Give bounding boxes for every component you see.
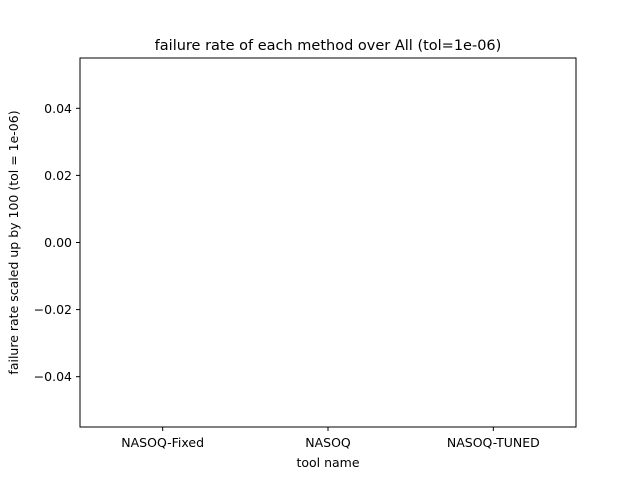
y-tick-label: 0.00: [44, 235, 72, 250]
chart-title: failure rate of each method over All (to…: [155, 38, 502, 54]
y-tick-label: 0.04: [44, 101, 72, 116]
x-tick-label: NASOQ: [305, 435, 351, 450]
y-axis-label: failure rate scaled up by 100 (tol = 1e-…: [6, 110, 21, 374]
x-axis-ticks: NASOQ-Fixed NASOQ NASOQ-TUNED: [121, 427, 540, 450]
x-tick-label: NASOQ-Fixed: [121, 435, 204, 450]
x-axis-label: tool name: [296, 455, 359, 470]
x-tick-label: NASOQ-TUNED: [447, 435, 540, 450]
y-axis-ticks: −0.04 −0.02 0.00 0.02 0.04: [34, 101, 80, 384]
plot-area-frame: [79, 57, 577, 428]
y-tick-label: −0.04: [34, 369, 72, 384]
y-tick-label: 0.02: [44, 168, 72, 183]
y-tick-label: −0.02: [34, 302, 72, 317]
